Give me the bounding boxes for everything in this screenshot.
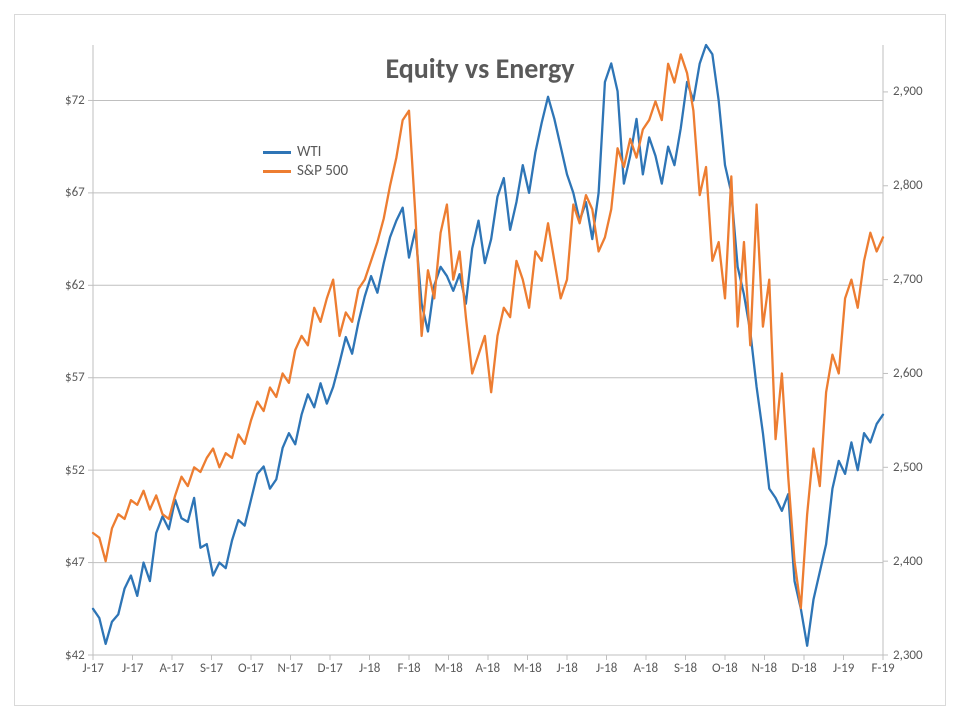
axis-tick: N-17: [278, 661, 304, 676]
axis-tick: A-18: [634, 661, 659, 676]
axis-tick: M-18: [435, 661, 463, 676]
axis-tick: O-18: [712, 661, 738, 676]
axis-tick: $67: [65, 185, 85, 200]
axis-tick: 2,700: [893, 272, 923, 287]
axis-tick: J-18: [557, 661, 578, 676]
axis-tick: O-17: [238, 661, 264, 676]
axis-tick: 2,400: [893, 554, 923, 569]
axis-tick: 2,900: [893, 84, 923, 99]
axis-tick: $47: [65, 555, 85, 570]
axis-tick: 2,300: [893, 648, 923, 663]
axis-tick: S-17: [200, 661, 223, 676]
axis-tick: F-19: [872, 661, 895, 676]
series-wti: [93, 45, 883, 646]
axis-tick: 2,500: [893, 460, 923, 475]
axis-tick: $52: [65, 463, 85, 478]
axis-tick: F-18: [398, 661, 421, 676]
chart-frame: Equity vs Energy WTIS&P 500 $42$47$52$57…: [14, 14, 946, 706]
axis-tick: J-18: [359, 661, 380, 676]
axis-tick: D-18: [792, 661, 817, 676]
axis-tick: N-18: [752, 661, 778, 676]
series-lines: [93, 45, 883, 655]
axis-tick: J-17: [122, 661, 143, 676]
axis-tick: A-17: [160, 661, 185, 676]
axis-tick: S-18: [674, 661, 697, 676]
axis-tick: $72: [65, 93, 85, 108]
axis-tick: J-17: [83, 661, 104, 676]
axis-tick: J-19: [833, 661, 854, 676]
axis-tick: D-17: [318, 661, 343, 676]
axis-tick: $57: [65, 370, 85, 385]
axis-tick: A-18: [476, 661, 501, 676]
plot-area: [93, 45, 883, 655]
axis-tick: J-18: [596, 661, 617, 676]
axis-tick: 2,800: [893, 178, 923, 193]
axis-tick: M-18: [514, 661, 542, 676]
axis-tick: $62: [65, 278, 85, 293]
series-s-p-500: [93, 54, 883, 608]
axis-tick: 2,600: [893, 366, 923, 381]
